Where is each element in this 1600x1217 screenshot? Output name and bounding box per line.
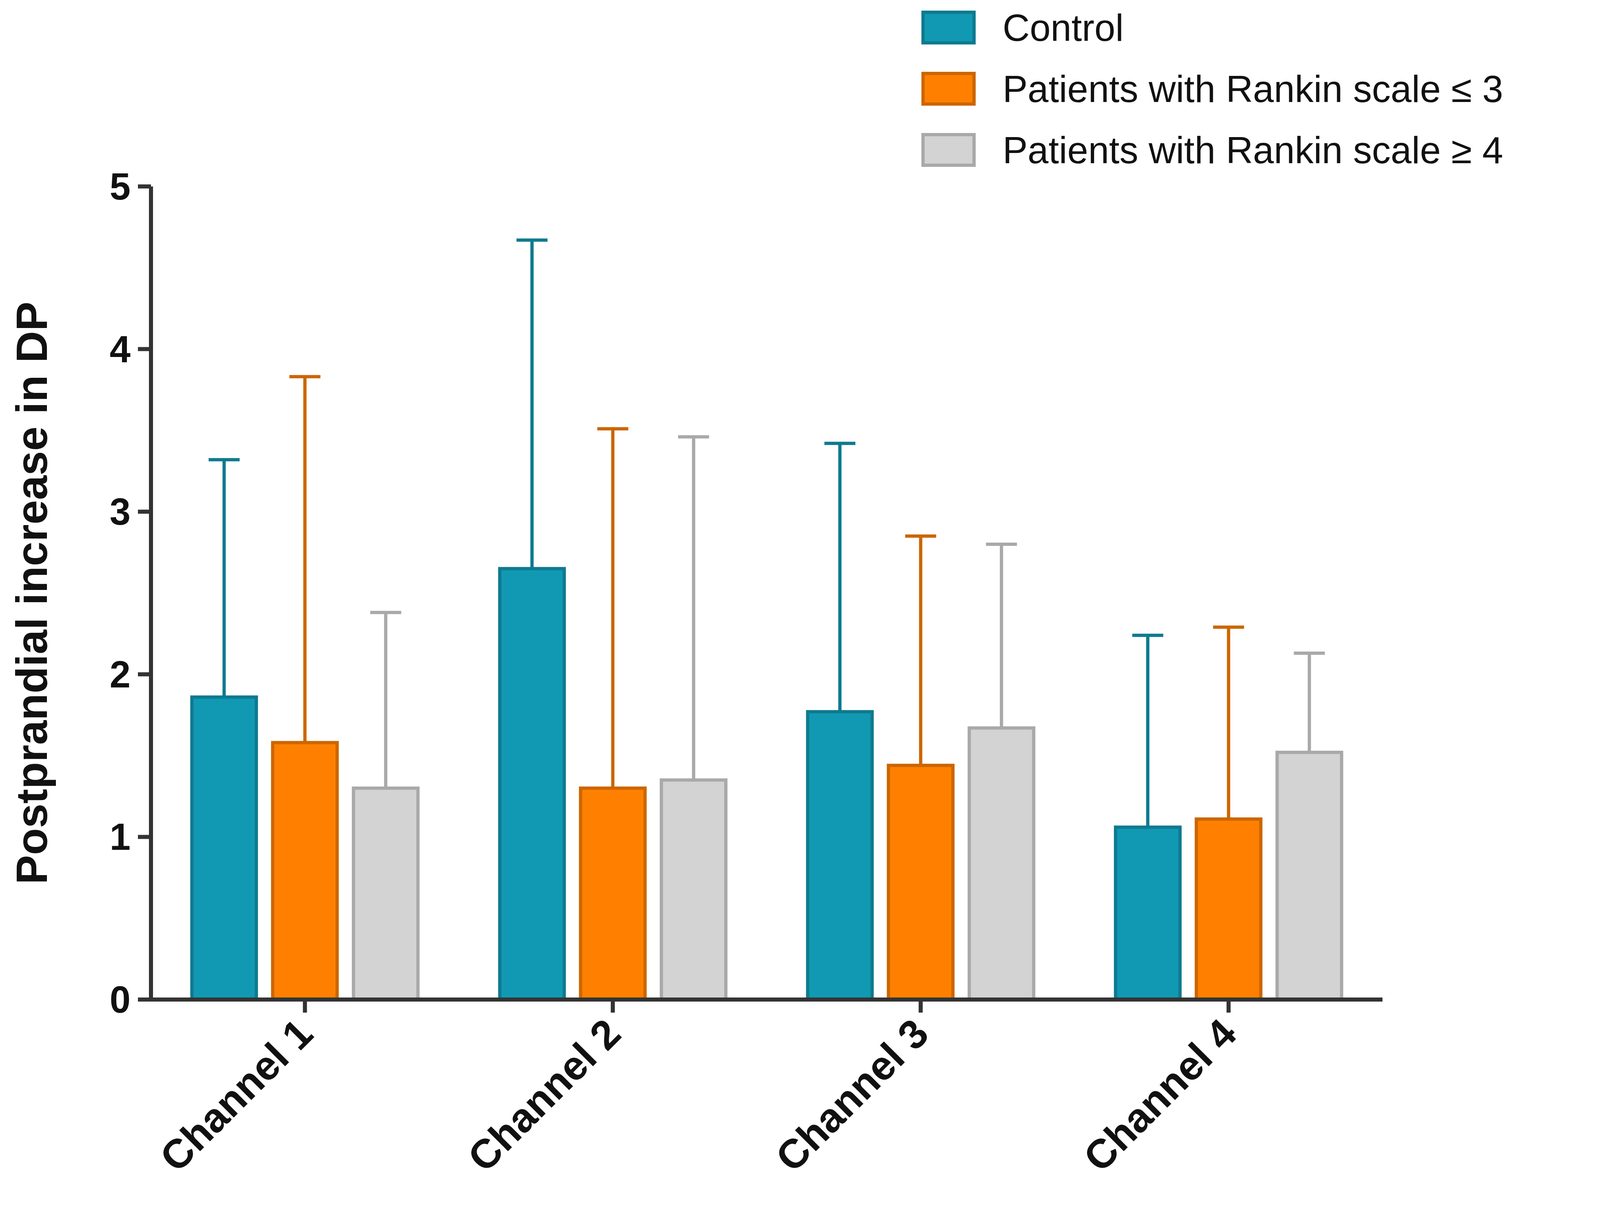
x-tick-label: Channel 1: [150, 1010, 322, 1181]
chart: 0 1 2 3 4 5 Channel 1 Channel 2 Channel 3 Channel…: [0, 0, 1600, 1217]
error-cap: [905, 534, 937, 538]
x-tick-label: Channel 3: [766, 1010, 937, 1181]
error-bar: [1213, 627, 1245, 819]
y-tick-label: 3: [109, 490, 131, 533]
y-tick: [137, 347, 151, 352]
error-bar: [1132, 635, 1164, 828]
y-tick: [137, 997, 151, 1002]
bar: [807, 711, 873, 1000]
bar: [969, 727, 1034, 1000]
bar: [1277, 752, 1342, 1000]
error-bar: [824, 443, 856, 713]
bar: [1115, 827, 1181, 1000]
error-bar: [1293, 653, 1325, 753]
bar: [191, 697, 257, 1000]
plot-area: [191, 240, 1342, 1000]
error-bar: [516, 240, 548, 569]
y-axis-title: Postprandial increase in DP: [6, 301, 57, 885]
x-tick: [1226, 999, 1231, 1013]
x-tick: [610, 999, 615, 1013]
y-tick: [137, 509, 151, 514]
error-line: [918, 536, 923, 766]
error-cap: [597, 427, 629, 431]
y-tick-label: 0: [109, 978, 131, 1021]
y-tick: [137, 672, 151, 677]
legend-label: Patients with Rankin scale ≤ 3: [1002, 68, 1504, 110]
y-axis: [148, 186, 154, 1002]
error-cap: [1293, 651, 1325, 655]
bar: [272, 742, 338, 1000]
error-line: [222, 459, 226, 698]
x-axis: [148, 997, 1383, 1002]
error-line: [611, 428, 615, 789]
error-bar: [905, 536, 937, 766]
x-tick: [302, 999, 307, 1013]
legend-swatch: [923, 73, 975, 105]
y-tick-label: 5: [109, 165, 131, 208]
error-line: [383, 612, 388, 788]
error-line: [999, 544, 1004, 728]
error-bar: [985, 544, 1017, 728]
legend-swatch: [923, 134, 975, 166]
error-line: [1146, 635, 1150, 828]
error-line: [303, 376, 307, 743]
error-cap: [289, 375, 321, 379]
x-tick-label: Channel 4: [1074, 1009, 1245, 1181]
error-line: [1227, 627, 1231, 819]
y-tick: [137, 184, 151, 189]
bar: [661, 780, 726, 1000]
legend-swatch: [923, 12, 975, 43]
y-tick-label: 4: [109, 328, 131, 371]
error-cap: [1213, 625, 1245, 629]
y-tick: [137, 834, 151, 839]
x-tick: [918, 999, 923, 1013]
bar: [888, 765, 953, 1000]
bar: [499, 568, 565, 1000]
error-cap: [516, 238, 548, 242]
bar: [1196, 819, 1261, 1000]
error-line: [692, 437, 696, 781]
error-bar: [597, 428, 629, 789]
legend-label: Patients with Rankin scale ≥ 4: [1002, 129, 1504, 171]
bar: [353, 788, 418, 1000]
legend-label: Control: [1002, 6, 1124, 49]
error-cap: [208, 458, 240, 462]
error-line: [530, 240, 534, 569]
error-cap: [678, 435, 710, 439]
error-cap: [370, 610, 402, 615]
bar: [580, 788, 646, 1000]
x-tick-label: Channel 2: [458, 1010, 629, 1181]
error-cap: [1132, 633, 1164, 637]
error-bar: [370, 612, 402, 788]
y-tick-label: 1: [109, 816, 131, 858]
error-bar: [289, 376, 321, 743]
error-bar: [678, 437, 710, 781]
error-bar: [208, 459, 240, 698]
error-cap: [824, 441, 856, 446]
legend: Control Patients with Rankin scale ≤ 3 Pat…: [923, 6, 1504, 171]
error-line: [1307, 653, 1312, 753]
error-line: [838, 443, 842, 713]
y-tick-label: 2: [109, 653, 131, 696]
error-cap: [985, 542, 1017, 546]
